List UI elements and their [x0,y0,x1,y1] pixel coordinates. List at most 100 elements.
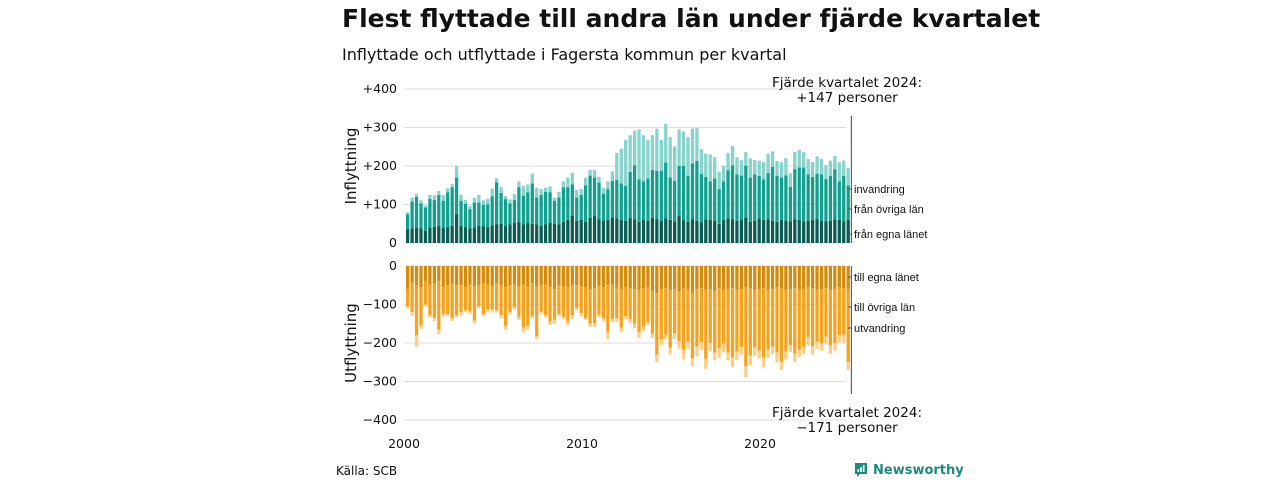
bar-segment [628,319,632,323]
bar-segment [637,266,641,290]
bar-segment [779,266,784,289]
bar-segment [575,266,579,286]
bar-segment [423,205,428,208]
bar-segment [437,281,441,330]
brand-logo[interactable]: Newsworthy [854,462,964,478]
bar-segment [646,287,650,322]
bar-segment [713,178,717,221]
bar-segment [557,197,561,225]
bar-segment [441,287,445,315]
bar-segment [584,185,588,222]
bar-segment [410,201,414,229]
bar-segment [601,187,606,194]
bar-segment [699,174,703,223]
bar-segment [570,315,574,320]
bar-segment [646,139,650,179]
bar-segment [441,314,445,317]
bar-segment [735,289,739,352]
bar-segment [677,341,681,349]
bar-segment [517,266,521,287]
bar-segment [406,266,410,290]
bar-segment [695,220,699,243]
bar-segment [548,287,552,322]
bar-segment [784,157,788,176]
y-tick-label: −300 [363,374,397,389]
bar-segment [423,230,428,243]
bar-segment [673,146,677,182]
bar-segment [775,352,779,363]
bar-segment [508,285,512,313]
bar-segment [708,154,712,182]
bar-segment [632,130,637,166]
bar-segment [797,167,801,220]
bar-segment [432,283,436,318]
bar-segment [837,335,841,343]
bar-segment [810,176,815,220]
bar-segment [704,153,708,177]
bar-segment [713,220,717,243]
bar-segment [717,171,721,190]
bar-segment [557,224,561,243]
bar-segment [481,204,485,227]
segment-label: från egna länet [854,229,927,241]
bar-segment [592,177,597,217]
bar-segment [788,344,792,352]
bar-segment [450,184,454,188]
bar-segment [632,165,637,220]
bar-segment [543,315,548,318]
bar-segment [437,329,441,335]
bar-segment [846,266,850,290]
bar-segment [601,266,606,288]
bar-segment [459,194,463,201]
bar-segment [766,153,770,173]
segment-label: invandring [854,184,905,196]
bar-segment [637,332,641,338]
bar-segment [499,223,503,243]
bar-segment [428,194,432,199]
bar-segment [468,284,472,312]
bar-segment [810,219,815,243]
bar-segment [744,217,748,243]
bar-segment [566,187,570,220]
bar-segment [441,200,445,228]
bar-segment [730,266,735,289]
bar-segment [748,288,752,356]
bar-segment [793,151,797,170]
bar-segment [628,135,632,172]
bar-segment [739,219,744,243]
bar-segment [806,159,810,175]
bar-segment [842,176,846,222]
bar-segment [459,312,463,316]
bar-segment [486,309,490,313]
bar-segment [468,206,472,210]
bar-segment [624,287,628,317]
bar-segment [819,266,824,290]
bar-segment [615,179,619,219]
bar-segment [615,266,619,288]
bar-segment [517,316,521,320]
y-tick-label: 0 [389,258,397,273]
bar-segment [628,266,632,289]
bar-segment [437,225,441,243]
bar-segment [775,287,779,353]
newsworthy-logo-icon [855,463,867,477]
bar-segment [717,348,721,358]
bar-segment [477,266,481,286]
bar-segment [495,182,499,225]
bar-segment [446,226,450,243]
bar-segment [454,284,459,316]
bar-segment [423,207,428,231]
bar-segment [610,217,614,243]
bar-segment [543,284,548,316]
bar-segment [735,351,739,360]
bar-segment [824,266,828,289]
bar-segment [806,266,810,288]
bar-segment [837,287,841,336]
bar-segment [668,219,672,243]
bar-segment [619,183,623,220]
bar-segment [664,124,668,163]
bar-segment [828,289,833,346]
bar-segment [806,337,810,345]
bar-segment [414,196,419,228]
